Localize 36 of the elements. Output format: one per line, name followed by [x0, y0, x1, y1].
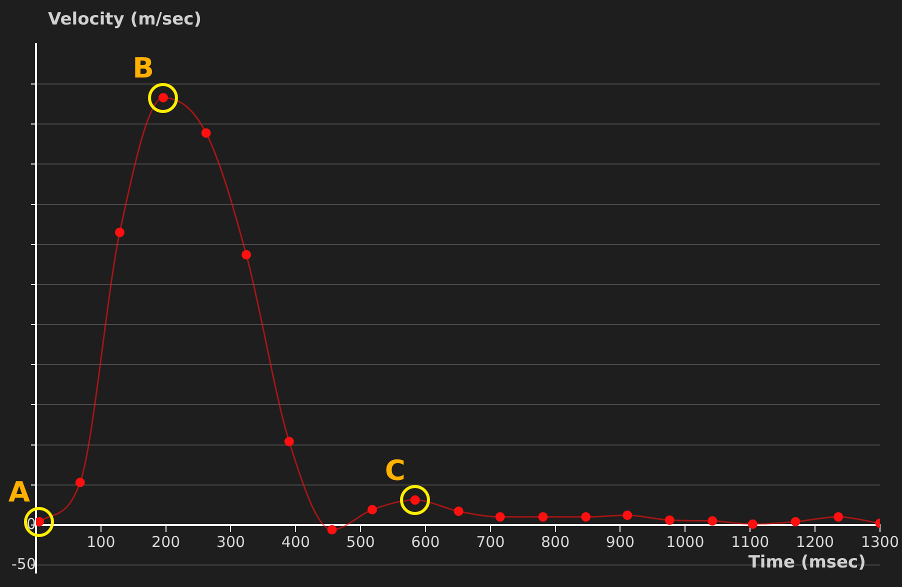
point — [242, 250, 252, 260]
point — [538, 512, 548, 522]
point — [495, 512, 505, 522]
point — [664, 515, 674, 525]
point — [834, 512, 844, 522]
x-tick-label: 1100 — [730, 532, 770, 551]
point — [75, 478, 85, 488]
x-tick-label: 600 — [411, 532, 440, 551]
x-axis-title: Time (msec) — [748, 552, 866, 572]
point — [368, 504, 378, 514]
point — [114, 228, 124, 238]
x-tick-label: 1000 — [666, 532, 704, 551]
point — [327, 524, 337, 534]
x-tick-label: 1200 — [796, 532, 834, 551]
point — [748, 519, 758, 529]
point — [622, 510, 632, 520]
y-axis-title: Velocity (m/sec) — [48, 9, 202, 30]
x-tick-label: 100 — [86, 532, 116, 551]
x-tick-label: 700 — [476, 532, 505, 551]
point — [581, 512, 591, 522]
point — [201, 128, 211, 138]
x-tick-label: 900 — [606, 532, 635, 551]
point — [284, 436, 294, 446]
x-tick-label: 500 — [346, 532, 375, 551]
annotation: C — [384, 454, 406, 488]
point — [454, 506, 464, 516]
x-tick-label: 300 — [216, 532, 246, 551]
x-tick-label: 400 — [281, 532, 310, 551]
y-tick-label: -50 — [12, 554, 36, 573]
annotation: A — [8, 476, 30, 509]
annotation: B — [132, 52, 154, 85]
point — [790, 516, 800, 526]
x-tick-label: 200 — [152, 532, 180, 551]
point — [708, 516, 718, 526]
x-tick-label: 1300 — [860, 532, 900, 551]
x-tick-label: 800 — [541, 532, 570, 551]
